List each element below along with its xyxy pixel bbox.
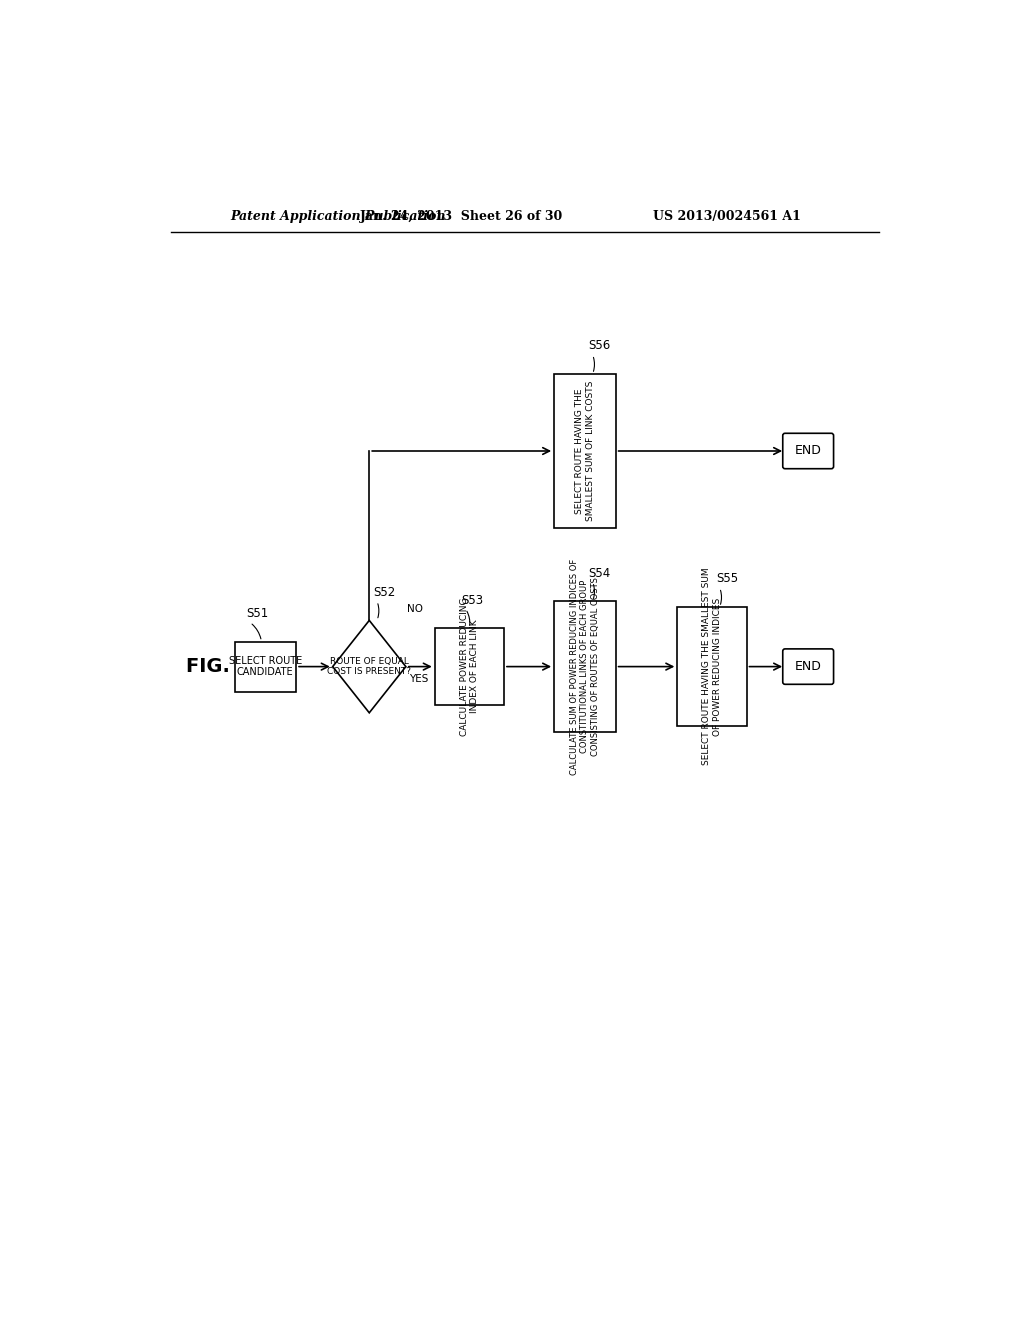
Text: SELECT ROUTE HAVING THE SMALLEST SUM
OF POWER REDUCING INDICES: SELECT ROUTE HAVING THE SMALLEST SUM OF … [702,568,722,766]
Text: YES: YES [409,675,428,684]
Text: S56: S56 [589,339,611,352]
Polygon shape [333,620,406,713]
Text: CALCULATE SUM OF POWER REDUCING INDICES OF
CONSTITUTIONAL LINKS OF EACH GROUP
CO: CALCULATE SUM OF POWER REDUCING INDICES … [570,558,600,775]
Text: END: END [795,445,821,458]
Text: CALCULATE POWER REDUCING
INDEX OF EACH LINK: CALCULATE POWER REDUCING INDEX OF EACH L… [460,598,479,735]
Text: SELECT ROUTE HAVING THE
SMALLEST SUM OF LINK COSTS: SELECT ROUTE HAVING THE SMALLEST SUM OF … [575,380,595,521]
Text: ROUTE OF EQUAL
COST IS PRESENT?: ROUTE OF EQUAL COST IS PRESENT? [328,657,412,676]
Bar [554,374,615,528]
Text: NO: NO [408,605,423,614]
Bar [554,601,615,733]
Text: S55: S55 [716,573,738,585]
Text: S53: S53 [462,594,483,607]
Text: SELECT ROUTE
CANDIDATE: SELECT ROUTE CANDIDATE [228,656,302,677]
Bar [234,642,296,692]
Bar [677,607,746,726]
Text: S51: S51 [246,607,268,620]
Text: S54: S54 [589,566,611,579]
Text: FIG. 26: FIG. 26 [186,657,264,676]
Text: US 2013/0024561 A1: US 2013/0024561 A1 [652,210,801,223]
Text: Patent Application Publication: Patent Application Publication [230,210,446,223]
Text: Jan. 24, 2013  Sheet 26 of 30: Jan. 24, 2013 Sheet 26 of 30 [360,210,563,223]
Text: END: END [795,660,821,673]
FancyBboxPatch shape [782,649,834,684]
Text: S52: S52 [373,586,395,599]
FancyBboxPatch shape [782,433,834,469]
Bar [435,628,504,705]
